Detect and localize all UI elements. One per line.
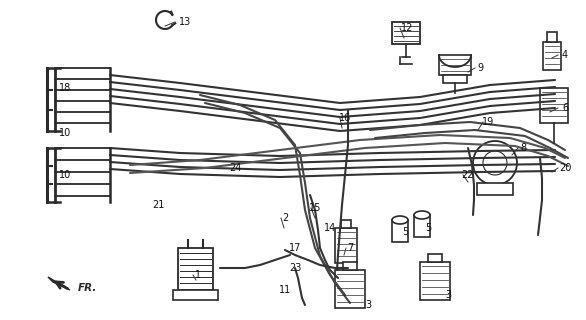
Text: 9: 9 [477, 63, 483, 73]
Text: 22: 22 [462, 170, 474, 180]
Bar [414, 215, 430, 237]
Bar [392, 220, 408, 242]
Text: 20: 20 [559, 163, 571, 173]
Bar [439, 55, 471, 75]
Text: 23: 23 [289, 263, 301, 273]
Bar [443, 75, 467, 83]
Text: 13: 13 [179, 17, 191, 27]
Text: 6: 6 [562, 103, 568, 113]
Text: 17: 17 [289, 243, 301, 253]
Ellipse shape [414, 211, 430, 219]
Bar [547, 32, 557, 42]
Text: 3: 3 [365, 300, 371, 310]
Text: 7: 7 [347, 243, 353, 253]
Bar [420, 262, 450, 300]
Bar [343, 262, 357, 270]
Ellipse shape [392, 216, 408, 224]
Text: 19: 19 [482, 117, 494, 127]
Text: 2: 2 [282, 213, 288, 223]
Circle shape [483, 151, 507, 175]
Text: 4: 4 [562, 50, 568, 60]
Text: 24: 24 [229, 163, 241, 173]
Text: 5: 5 [402, 227, 408, 237]
Text: 10: 10 [59, 128, 71, 138]
Text: 14: 14 [324, 223, 336, 233]
Text: 21: 21 [152, 200, 164, 210]
Bar [178, 248, 213, 290]
Bar [335, 228, 357, 263]
Circle shape [473, 141, 517, 185]
Text: 10: 10 [59, 170, 71, 180]
Bar [173, 290, 218, 300]
Bar [428, 254, 442, 262]
Text: 18: 18 [59, 83, 71, 93]
Bar [392, 22, 420, 44]
Bar [335, 270, 365, 308]
Text: 1: 1 [195, 270, 201, 280]
Bar [477, 183, 513, 195]
Text: FR.: FR. [78, 283, 97, 293]
Bar [341, 220, 351, 228]
Text: 12: 12 [401, 23, 413, 33]
Text: 11: 11 [279, 285, 291, 295]
Text: 15: 15 [309, 203, 321, 213]
Text: 3: 3 [445, 290, 451, 300]
Bar [543, 42, 561, 70]
Polygon shape [48, 277, 70, 290]
Text: 8: 8 [520, 143, 526, 153]
Text: 16: 16 [339, 113, 351, 123]
Bar [540, 88, 568, 123]
Text: 5: 5 [425, 223, 431, 233]
